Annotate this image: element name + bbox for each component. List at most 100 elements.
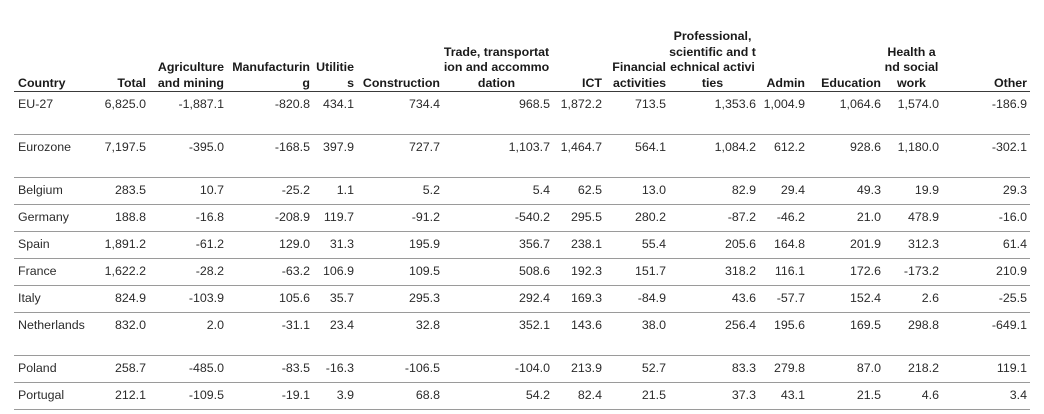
cell-health: 4.6	[884, 382, 942, 410]
cell-construction: 5.2	[357, 177, 443, 205]
table-row: Germany 188.8 -16.8 -208.9 119.7 -91.2 -540.2 2…	[14, 204, 1030, 232]
cell-professional: 256.4	[669, 312, 759, 356]
cell-agriculture: -28.2	[149, 258, 227, 286]
cell-total: 258.7	[97, 355, 149, 383]
cell-trade: 352.1	[443, 312, 553, 356]
cell-construction: 734.4	[357, 91, 443, 135]
cell-construction: 68.8	[357, 382, 443, 410]
cell-admin: 195.6	[759, 312, 808, 356]
cell-country: Spain	[14, 231, 97, 259]
cell-other: 3.4	[942, 382, 1030, 410]
cell-agriculture: -61.2	[149, 231, 227, 259]
cell-other: 61.4	[942, 231, 1030, 259]
cell-financial: 151.7	[605, 258, 669, 286]
cell-manufacturing: -31.1	[227, 312, 313, 356]
table-row: Portugal 212.1 -109.5 -19.1 3.9 68.8 54.2 82.4 2…	[14, 382, 1030, 410]
cell-other: 119.1	[942, 355, 1030, 383]
cell-trade: 968.5	[443, 91, 553, 135]
cell-manufacturing: -83.5	[227, 355, 313, 383]
cell-agriculture: -109.5	[149, 382, 227, 410]
cell-construction: -91.2	[357, 204, 443, 232]
cell-other: -649.1	[942, 312, 1030, 356]
cell-education: 152.4	[808, 285, 884, 313]
cell-professional: 205.6	[669, 231, 759, 259]
data-table-container: Country Total Agriculture and mining Man…	[14, 0, 1030, 410]
cell-utilities: 106.9	[313, 258, 357, 286]
cell-admin: -46.2	[759, 204, 808, 232]
cell-construction: 195.9	[357, 231, 443, 259]
cell-admin: 612.2	[759, 134, 808, 178]
cell-total: 283.5	[97, 177, 149, 205]
cell-manufacturing: -820.8	[227, 91, 313, 135]
cell-total: 824.9	[97, 285, 149, 313]
cell-ict: 143.6	[553, 312, 605, 356]
cell-admin: 279.8	[759, 355, 808, 383]
column-header-admin: Admin	[759, 0, 808, 92]
column-header-professional: Professional, scientific and technical a…	[669, 0, 759, 92]
table-header-row: Country Total Agriculture and mining Man…	[14, 0, 1030, 92]
cell-other: 29.3	[942, 177, 1030, 205]
cell-health: 1,180.0	[884, 134, 942, 178]
cell-total: 6,825.0	[97, 91, 149, 135]
cell-ict: 1,872.2	[553, 91, 605, 135]
cell-country: Italy	[14, 285, 97, 313]
cell-trade: -104.0	[443, 355, 553, 383]
cell-ict: 192.3	[553, 258, 605, 286]
cell-manufacturing: 105.6	[227, 285, 313, 313]
cell-utilities: 1.1	[313, 177, 357, 205]
cell-manufacturing: -168.5	[227, 134, 313, 178]
employment-change-table: Country Total Agriculture and mining Man…	[14, 0, 1030, 410]
table-row: Eurozone 7,197.5 -395.0 -168.5 397.9 727.7 1,1…	[14, 134, 1030, 178]
column-header-utilities: Utilities	[313, 0, 357, 92]
cell-health: 1,574.0	[884, 91, 942, 135]
cell-other: -25.5	[942, 285, 1030, 313]
cell-manufacturing: -63.2	[227, 258, 313, 286]
cell-health: 218.2	[884, 355, 942, 383]
cell-country: Germany	[14, 204, 97, 232]
cell-country: Poland	[14, 355, 97, 383]
cell-utilities: 3.9	[313, 382, 357, 410]
cell-agriculture: -16.8	[149, 204, 227, 232]
cell-professional: 43.6	[669, 285, 759, 313]
cell-ict: 213.9	[553, 355, 605, 383]
cell-financial: 38.0	[605, 312, 669, 356]
cell-professional: 318.2	[669, 258, 759, 286]
cell-utilities: -16.3	[313, 355, 357, 383]
cell-financial: 13.0	[605, 177, 669, 205]
cell-financial: 55.4	[605, 231, 669, 259]
cell-education: 928.6	[808, 134, 884, 178]
cell-trade: 54.2	[443, 382, 553, 410]
cell-total: 1,891.2	[97, 231, 149, 259]
cell-construction: 727.7	[357, 134, 443, 178]
cell-trade: 356.7	[443, 231, 553, 259]
table-body: EU-27 6,825.0 -1,887.1 -820.8 434.1 734.4 968.…	[14, 91, 1030, 410]
cell-country: Portugal	[14, 382, 97, 410]
cell-health: 2.6	[884, 285, 942, 313]
table-row: Poland 258.7 -485.0 -83.5 -16.3 -106.5 -104.0 2…	[14, 355, 1030, 383]
cell-construction: -106.5	[357, 355, 443, 383]
cell-education: 21.0	[808, 204, 884, 232]
table-row: Italy 824.9 -103.9 105.6 35.7 295.3 292.4 169.3…	[14, 285, 1030, 313]
cell-country: Belgium	[14, 177, 97, 205]
cell-admin: 43.1	[759, 382, 808, 410]
cell-professional: 1,084.2	[669, 134, 759, 178]
cell-admin: 116.1	[759, 258, 808, 286]
cell-utilities: 35.7	[313, 285, 357, 313]
cell-other: -186.9	[942, 91, 1030, 135]
cell-admin: 164.8	[759, 231, 808, 259]
cell-country: EU-27	[14, 91, 97, 135]
table-row: France 1,622.2 -28.2 -63.2 106.9 109.5 508.6 19…	[14, 258, 1030, 286]
cell-education: 21.5	[808, 382, 884, 410]
cell-agriculture: -103.9	[149, 285, 227, 313]
cell-trade: 292.4	[443, 285, 553, 313]
cell-admin: 29.4	[759, 177, 808, 205]
column-header-construction: Construction	[357, 0, 443, 92]
cell-agriculture: 2.0	[149, 312, 227, 356]
cell-health: 478.9	[884, 204, 942, 232]
column-header-trade: Trade, transportation and accommodation	[443, 0, 553, 92]
cell-professional: 83.3	[669, 355, 759, 383]
cell-admin: 1,004.9	[759, 91, 808, 135]
cell-country: Eurozone	[14, 134, 97, 178]
cell-ict: 169.3	[553, 285, 605, 313]
cell-financial: 280.2	[605, 204, 669, 232]
